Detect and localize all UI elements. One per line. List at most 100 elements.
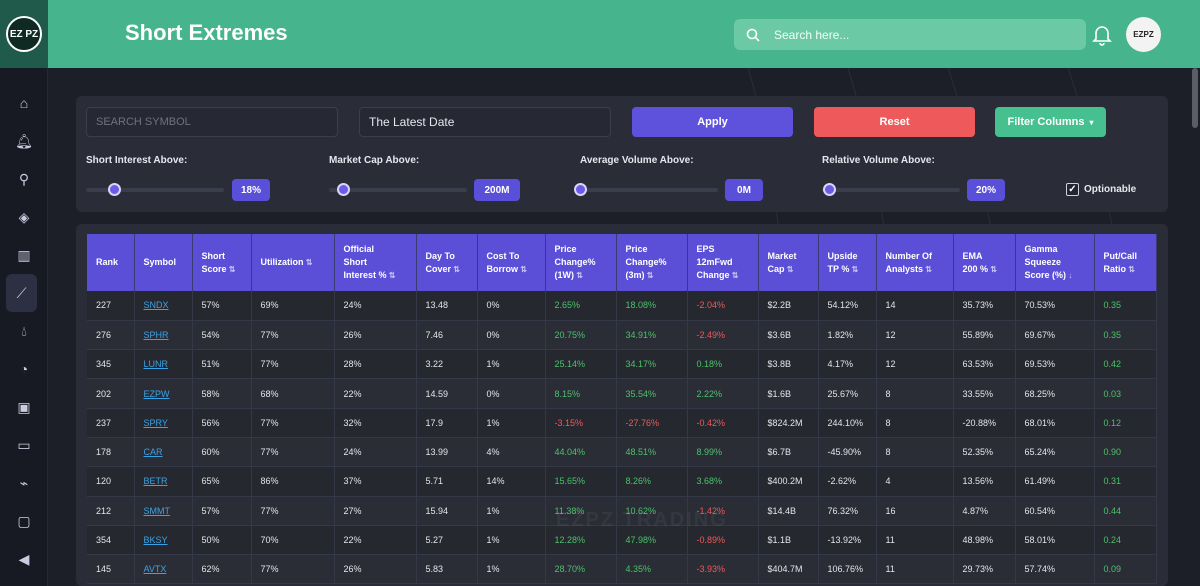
short-interest-handle[interactable] — [107, 183, 121, 196]
sort-icon[interactable]: ⇅ — [988, 264, 997, 274]
sort-icon[interactable]: ⇅ — [729, 271, 739, 280]
sort-desc-icon[interactable]: ↓ — [1066, 271, 1073, 280]
rel-volume-slider[interactable] — [822, 183, 960, 196]
rel-volume-label: Relative Volume Above: — [822, 155, 935, 166]
sidebar-item-bell[interactable]: 🔔︎ — [0, 122, 48, 160]
column-header[interactable]: Put/Call Ratio ⇅ — [1094, 234, 1157, 291]
column-header[interactable]: EMA 200 % ⇅ — [953, 234, 1016, 291]
column-header[interactable]: Gamma Squeeze Score (%) ↓ — [1015, 234, 1095, 291]
sort-icon[interactable]: ⇅ — [226, 264, 236, 274]
short-interest-slider[interactable] — [86, 183, 224, 196]
table-cell: 58% — [192, 378, 252, 409]
column-header[interactable]: Day To Cover ⇅ — [416, 234, 478, 291]
sidebar-item-megaphone[interactable]: ◀ — [0, 540, 48, 578]
symbol-link[interactable]: CAR — [143, 447, 163, 458]
column-header-label: Market — [767, 250, 797, 261]
date-select[interactable]: The Latest Date — [359, 107, 611, 137]
avatar[interactable]: EZPZ — [1126, 17, 1161, 52]
sidebar-item-folder[interactable]: ▢ — [0, 502, 48, 540]
column-header[interactable]: Price Change% (1W) ⇅ — [545, 234, 617, 291]
table-cell: -45.90% — [818, 437, 877, 468]
table-row[interactable]: 227 SNDX 57% 69% 24% 13.48 0% 2.65% 18.08% -2.04%… — [87, 291, 1157, 321]
column-header[interactable]: Price Change% (3m) ⇅ — [616, 234, 688, 291]
symbol-link[interactable]: BETR — [143, 476, 168, 487]
page-scrollbar[interactable] — [1192, 68, 1198, 128]
sort-icon[interactable]: ⇅ — [451, 264, 460, 274]
sidebar-item-bar-chart[interactable]: ▥ — [0, 236, 48, 274]
table-cell: 5.27 — [416, 525, 478, 556]
table-row[interactable]: 276 SPHR 54% 77% 26% 7.46 0% 20.75% 34.91% -2.49%… — [87, 320, 1157, 351]
symbol-link[interactable]: BKSY — [143, 535, 168, 546]
table-row[interactable]: 202 EZPW 58% 68% 22% 14.59 0% 8.15% 35.54% 2.22% $… — [87, 378, 1157, 409]
table-cell: 34.91% — [616, 320, 688, 351]
symbol-link[interactable]: SPRY — [143, 417, 168, 428]
symbol-link[interactable]: SPHR — [143, 329, 169, 340]
symbol-link[interactable]: SNDX — [143, 300, 169, 311]
apply-button[interactable]: Apply — [632, 107, 793, 137]
rel-volume-handle[interactable] — [822, 183, 836, 196]
sort-icon[interactable]: ⇅ — [784, 264, 794, 274]
avg-volume-slider[interactable] — [574, 183, 718, 196]
table-cell: 106.76% — [818, 554, 877, 585]
bell-icon[interactable] — [1090, 22, 1114, 46]
sort-icon[interactable]: ⇅ — [923, 264, 932, 274]
sort-icon[interactable]: ⇅ — [849, 264, 859, 274]
sidebar-item-gauge[interactable]: ◔ — [0, 350, 48, 388]
column-header-label: Change% — [625, 257, 667, 267]
table-row[interactable]: 345 LUNR 51% 77% 28% 3.22 1% 25.14% 34.17% 0.18% $… — [87, 349, 1157, 380]
sidebar-nav: ⌂ 🔔︎ ⚲ ◈ ▥ ⟋ 💧︎ ◔ ▣ ▭ ⌁ ▢ ◀ — [0, 84, 48, 578]
sort-icon[interactable]: ⇅ — [1126, 264, 1135, 274]
table-cell: 51% — [192, 349, 252, 380]
column-header[interactable]: EPS 12mFwd Change ⇅ — [687, 234, 759, 291]
filter-columns-button[interactable]: Filter Columns ▾ — [995, 107, 1106, 137]
sidebar-item-drop[interactable]: 💧︎ — [0, 312, 48, 350]
table-row[interactable]: 354 BKSY 50% 70% 22% 5.27 1% 12.28% 47.98% -0.89%… — [87, 525, 1157, 556]
sort-icon[interactable]: ⇅ — [303, 258, 313, 267]
app-logo[interactable]: EZ PZ — [0, 0, 48, 68]
sort-icon[interactable]: ⇅ — [644, 271, 654, 280]
sort-icon[interactable]: ⇅ — [518, 264, 527, 274]
sidebar-item-home[interactable]: ⌂ — [0, 84, 48, 122]
sidebar-item-calendar[interactable]: ▭ — [0, 426, 48, 464]
table-cell: 26% — [334, 320, 417, 351]
search-input[interactable] — [774, 27, 1054, 42]
symbol-link[interactable]: SMMT — [143, 505, 171, 516]
symbol-link[interactable]: EZPW — [143, 388, 170, 399]
column-header[interactable]: Symbol — [134, 234, 193, 291]
sidebar-item-line-chart[interactable]: ⟋ — [6, 274, 37, 312]
table-row[interactable]: 212 SMMT 57% 77% 27% 15.94 1% 11.38% 10.62% -1.42… — [87, 496, 1157, 526]
table-row[interactable]: 178 CAR 60% 77% 24% 13.99 4% 44.04% 48.51% 8.99% $… — [87, 437, 1157, 468]
table-cell: 0% — [477, 320, 546, 351]
table-row[interactable]: 120 BETR 65% 86% 37% 5.71 14% 15.65% 8.26% 3.68% $… — [87, 466, 1157, 497]
column-header[interactable]: Market Cap ⇅ — [758, 234, 819, 291]
table-row[interactable]: 237 SPRY 56% 77% 32% 17.9 1% -3.15% -27.76% -0.42… — [87, 408, 1157, 438]
table-row[interactable]: 145 AVTX 62% 77% 26% 5.83 1% 28.70% 4.35% -3.93% $… — [87, 554, 1157, 585]
sidebar-item-briefcase[interactable]: ▣ — [0, 388, 48, 426]
column-header[interactable]: Rank — [87, 234, 135, 291]
sort-icon[interactable]: ⇅ — [386, 271, 396, 280]
column-header[interactable]: Utilization ⇅ — [251, 234, 335, 291]
column-header[interactable]: Number Of Analysts ⇅ — [876, 234, 954, 291]
sidebar-item-network[interactable]: ⚲ — [0, 160, 48, 198]
search-box[interactable] — [734, 19, 1086, 50]
sidebar-item-plug[interactable]: ⌁ — [0, 464, 48, 502]
symbol-search-field[interactable]: SEARCH SYMBOL — [86, 107, 338, 137]
avg-volume-handle[interactable] — [574, 183, 587, 196]
column-header[interactable]: Upside TP % ⇅ — [818, 234, 877, 291]
checkmark-icon[interactable]: ✓ — [1066, 183, 1079, 196]
sidebar-item-layers[interactable]: ◈ — [0, 198, 48, 236]
table-cell: -0.42% — [687, 408, 759, 438]
column-header-label: TP % — [827, 263, 850, 274]
optionable-checkbox[interactable]: ✓ Optionable — [1066, 183, 1136, 196]
symbol-link[interactable]: AVTX — [143, 564, 167, 575]
table-cell: 77% — [251, 320, 335, 351]
column-header[interactable]: Short Score ⇅ — [192, 234, 252, 291]
column-header[interactable]: Cost To Borrow ⇅ — [477, 234, 546, 291]
market-cap-handle[interactable] — [336, 183, 350, 196]
symbol-link[interactable]: LUNR — [143, 359, 169, 370]
market-cap-slider[interactable] — [329, 183, 467, 196]
column-header[interactable]: Official Short Interest % ⇅ — [334, 234, 417, 291]
reset-button[interactable]: Reset — [814, 107, 975, 137]
sort-icon[interactable]: ⇅ — [574, 271, 583, 280]
table-cell: 12 — [876, 320, 954, 351]
